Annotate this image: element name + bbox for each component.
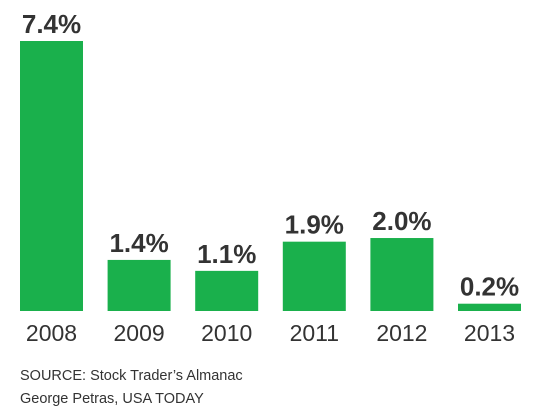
x-tick-label-2011: 2011 (290, 320, 339, 346)
data-label-2013: 0.2% (460, 272, 519, 302)
data-label-2009: 1.4% (109, 228, 168, 258)
x-tick-label-2008: 2008 (26, 320, 77, 346)
credit-note: George Petras, USA TODAY (20, 391, 204, 407)
data-label-2012: 2.0% (372, 206, 431, 236)
bar-2011 (282, 241, 346, 311)
x-tick-label-2012: 2012 (376, 320, 427, 346)
data-label-2008: 7.4% (22, 9, 81, 39)
bar-2010 (195, 270, 259, 311)
data-label-2011: 1.9% (285, 210, 344, 240)
bar-2012 (370, 238, 434, 311)
bar-2008 (20, 41, 83, 311)
x-tick-label-2010: 2010 (201, 320, 252, 346)
bar-2013 (458, 303, 521, 311)
bar-chart: 7.4% 2008 1.4% 2009 1.1% 2010 1.9% 2011 2.0% 2012… (20, 9, 521, 346)
data-label-2010: 1.1% (197, 239, 256, 269)
source-note: SOURCE: Stock Trader’s Almanac (20, 368, 243, 384)
x-tick-label-2013: 2013 (464, 320, 515, 346)
bar-2009 (107, 259, 171, 311)
x-tick-label-2009: 2009 (114, 320, 165, 346)
